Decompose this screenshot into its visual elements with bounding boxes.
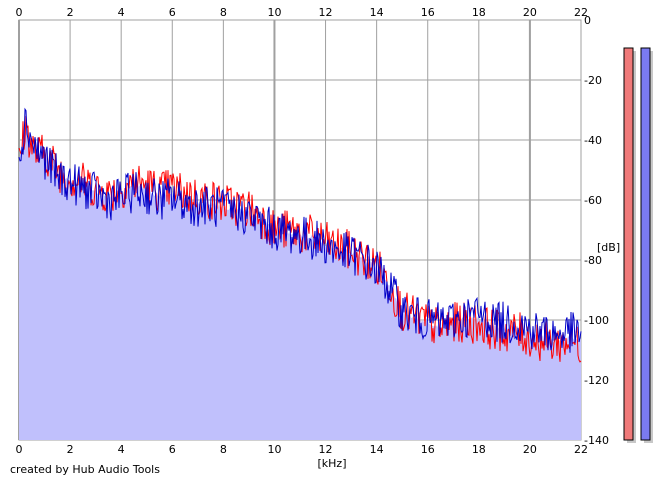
spectrum-lines	[18, 107, 582, 363]
x-axis-label: [kHz]	[318, 457, 347, 470]
level-meters	[623, 47, 653, 443]
x-tick-label-top: 12	[319, 6, 333, 19]
x-tick-label-top: 8	[220, 6, 227, 19]
x-tick-label-top: 20	[523, 6, 537, 19]
x-tick-label-bottom: 12	[319, 443, 333, 456]
x-tick-label-top: 16	[421, 6, 435, 19]
x-tick-label-bottom: 22	[574, 443, 588, 456]
spectrum-fill	[19, 121, 581, 440]
x-tick-label-top: 22	[574, 6, 588, 19]
right-level-meter	[640, 47, 651, 441]
y-tick-label: -120	[584, 374, 609, 387]
x-tick-label-top: 18	[472, 6, 486, 19]
x-tick-label-bottom: 8	[220, 443, 227, 456]
x-tick-label-bottom: 4	[118, 443, 125, 456]
y-tick-label: -100	[584, 314, 609, 327]
left-channel-line	[18, 115, 582, 363]
x-tick-label-top: 0	[16, 6, 23, 19]
y-tick-label: -80	[584, 254, 602, 267]
y-tick-label: 0	[584, 14, 591, 27]
credit-text: created by Hub Audio Tools	[10, 463, 160, 476]
y-axis-label: [dB]	[597, 241, 620, 254]
x-tick-label-bottom: 6	[169, 443, 176, 456]
right-channel-line	[18, 107, 582, 353]
x-tick-label-top: 14	[370, 6, 384, 19]
x-tick-label-bottom: 16	[421, 443, 435, 456]
x-axis-bottom-ticks: 0 2 4 6 8 10 12 14 16 18 20 22	[16, 443, 589, 456]
left-level-meter	[623, 47, 634, 441]
x-axis-top-ticks: 0 2 4 6 8 10 12 14 16 18 20 22	[16, 6, 589, 19]
x-tick-label-top: 4	[118, 6, 125, 19]
x-tick-label-top: 2	[67, 6, 74, 19]
y-tick-label: -20	[584, 74, 602, 87]
x-tick-label-bottom: 14	[370, 443, 384, 456]
y-tick-label: -40	[584, 134, 602, 147]
y-axis-ticks: 0 -20 -40 -60 -80 -100 -120 -140	[584, 14, 609, 447]
spectrum-area	[19, 121, 581, 440]
x-tick-label-bottom: 2	[67, 443, 74, 456]
x-tick-label-bottom: 10	[267, 443, 281, 456]
x-tick-label-top: 6	[169, 6, 176, 19]
x-tick-label-top: 10	[267, 6, 281, 19]
x-tick-label-bottom: 18	[472, 443, 486, 456]
y-tick-label: -60	[584, 194, 602, 207]
x-tick-label-bottom: 20	[523, 443, 537, 456]
x-tick-label-bottom: 0	[16, 443, 23, 456]
y-tick-label: -140	[584, 434, 609, 447]
